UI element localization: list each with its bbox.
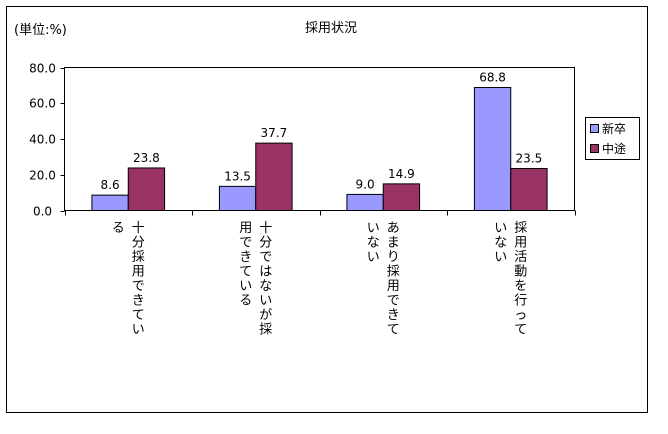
bar-chuto bbox=[382, 183, 421, 212]
category-char: で bbox=[239, 236, 252, 251]
bar-value-label: 9.0 bbox=[356, 177, 375, 191]
category-char: 用 bbox=[387, 279, 400, 294]
category-char: な bbox=[259, 279, 272, 294]
category-char: な bbox=[494, 236, 507, 251]
y-tick-label: 0.0 bbox=[33, 205, 52, 219]
category-char: で bbox=[387, 294, 400, 309]
legend-label-chuto: 中途 bbox=[602, 141, 626, 156]
bar-shinsotsu bbox=[91, 194, 129, 212]
category-char: 分 bbox=[132, 236, 145, 251]
category-char: を bbox=[514, 279, 527, 294]
category-char: る bbox=[239, 294, 252, 309]
chart-title: 採用状況 bbox=[305, 21, 357, 36]
category-char: る bbox=[112, 221, 125, 236]
y-axis: 0.0 20.0 40.0 60.0 80.0 bbox=[29, 62, 65, 219]
category-char: い bbox=[367, 221, 380, 236]
y-tick-label: 80.0 bbox=[29, 62, 56, 76]
unit-label: (単位:%) bbox=[14, 22, 67, 38]
y-tick-label: 60.0 bbox=[29, 97, 56, 111]
category-char: 採 bbox=[387, 265, 400, 280]
category-char: 採 bbox=[132, 250, 145, 265]
bars bbox=[91, 87, 548, 212]
category-char: 用 bbox=[514, 236, 527, 251]
legend-swatch-chuto bbox=[590, 144, 599, 153]
legend: 新卒 中途 bbox=[585, 117, 640, 160]
category-char: き bbox=[132, 294, 145, 309]
bar-shinsotsu bbox=[218, 185, 257, 211]
category-char: ま bbox=[387, 236, 400, 251]
category-char: 用 bbox=[132, 265, 145, 280]
category-char: 活 bbox=[514, 250, 527, 265]
category-char: っ bbox=[514, 308, 527, 323]
x-axis-ticks bbox=[65, 210, 576, 216]
category-char: い bbox=[367, 250, 380, 265]
category-char: き bbox=[387, 308, 400, 323]
bar-value-label: 23.5 bbox=[516, 151, 543, 165]
bar-shinsotsu bbox=[346, 193, 384, 212]
category-char: あ bbox=[387, 221, 400, 236]
category-char: い bbox=[132, 323, 145, 338]
legend-label-shinsotsu: 新卒 bbox=[602, 121, 626, 136]
category-char: 採 bbox=[514, 221, 527, 236]
category-char: て bbox=[514, 323, 527, 338]
category-char: い bbox=[259, 294, 272, 309]
y-tick-label: 20.0 bbox=[29, 169, 56, 183]
bar-value-label: 8.6 bbox=[101, 178, 120, 192]
category-char: 十 bbox=[132, 221, 145, 236]
category-char: が bbox=[259, 308, 272, 323]
category-char: で bbox=[132, 279, 145, 294]
bar-value-label: 14.9 bbox=[388, 167, 415, 181]
y-tick-label: 40.0 bbox=[29, 133, 56, 147]
bar-chuto bbox=[510, 167, 548, 211]
bar-value-label: 23.8 bbox=[133, 151, 160, 165]
legend-swatch-shinsotsu bbox=[590, 124, 599, 133]
category-char: 動 bbox=[514, 265, 527, 280]
category-char: き bbox=[239, 250, 252, 265]
bar-value-label: 13.5 bbox=[224, 169, 251, 183]
category-char: 行 bbox=[514, 294, 527, 309]
category-char: い bbox=[494, 221, 507, 236]
category-char: 分 bbox=[259, 236, 272, 251]
bar-value-label: 37.7 bbox=[261, 126, 288, 140]
category-char: い bbox=[239, 279, 252, 294]
category-char: 用 bbox=[239, 221, 252, 236]
category-char: 十 bbox=[259, 221, 272, 236]
category-char: て bbox=[387, 323, 400, 338]
bar-value-label: 68.8 bbox=[479, 71, 506, 85]
bar-shinsotsu bbox=[473, 87, 512, 211]
bar-chuto bbox=[127, 167, 166, 212]
category-char: は bbox=[259, 265, 272, 280]
data-labels: 8.6 23.8 13.5 37.7 9.0 14.9 68.8 23.5 bbox=[101, 71, 543, 193]
category-char: て bbox=[132, 308, 145, 323]
category-char: 採 bbox=[259, 323, 272, 338]
category-char: い bbox=[494, 250, 507, 265]
category-char: で bbox=[259, 250, 272, 265]
category-char: な bbox=[367, 236, 380, 251]
category-char: り bbox=[387, 250, 400, 265]
category-char: て bbox=[239, 265, 252, 280]
bar-chuto bbox=[255, 142, 293, 211]
